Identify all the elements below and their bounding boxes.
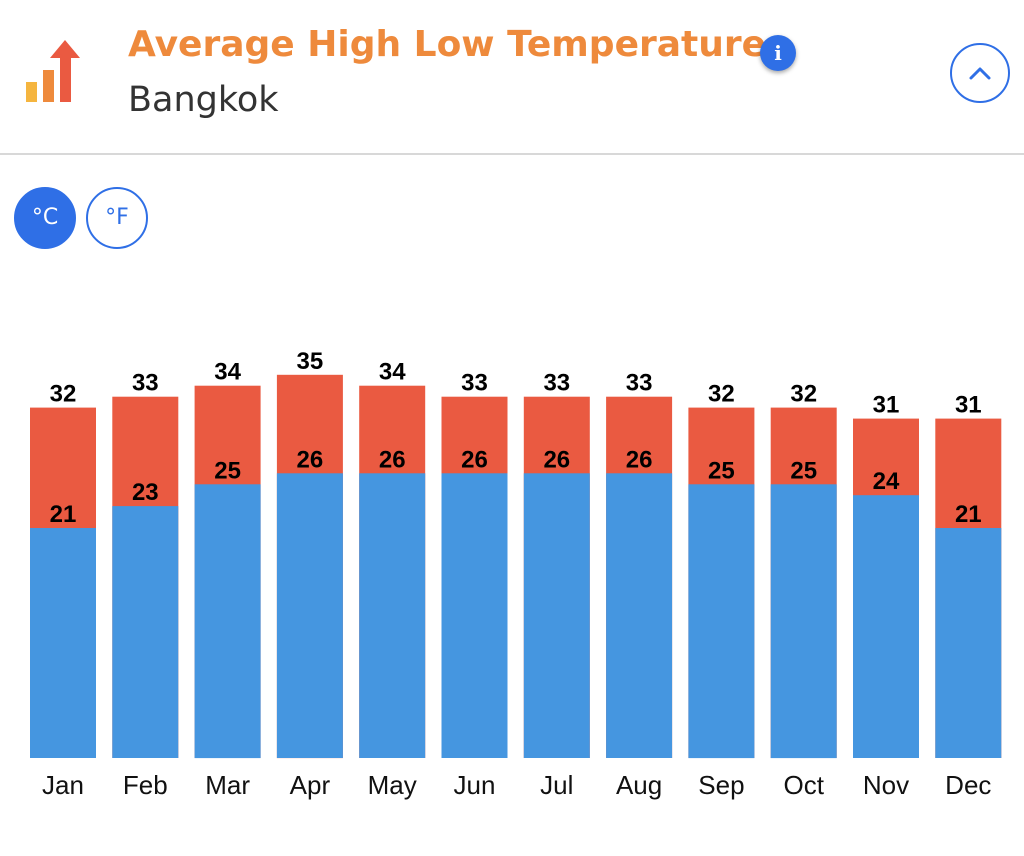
month-label-feb: Feb [123,770,168,800]
low-value-label-feb: 23 [132,479,159,506]
info-icon: i [774,41,782,65]
high-value-label-jul: 33 [543,370,570,397]
low-value-label-jun: 26 [461,446,488,473]
month-label-sep: Sep [698,770,744,800]
high-value-label-may: 34 [379,359,406,386]
low-bar-sep [688,484,755,759]
chevron-up-icon [969,67,991,80]
low-bar-dec [935,528,1002,758]
low-value-label-jul: 26 [543,446,570,473]
low-bar-oct [770,484,837,759]
low-bar-jul [523,473,590,758]
collapse-button[interactable] [950,43,1010,103]
month-label-apr: Apr [290,770,331,800]
low-bar-may [359,473,426,758]
city-name: Bangkok [128,80,279,120]
low-value-label-sep: 25 [708,457,735,484]
high-value-label-apr: 35 [297,348,324,375]
month-label-jun: Jun [454,770,496,800]
month-label-aug: Aug [616,770,662,800]
high-value-label-feb: 33 [132,370,159,397]
high-value-label-nov: 31 [873,392,900,419]
high-value-label-sep: 32 [708,381,735,408]
high-value-label-jun: 33 [461,370,488,397]
low-value-label-dec: 21 [955,501,982,528]
high-value-label-oct: 32 [790,381,817,408]
bar-chart-up-arrow-icon [26,40,80,102]
celsius-toggle[interactable]: °C [14,187,76,249]
low-value-label-may: 26 [379,446,406,473]
fahrenheit-toggle[interactable]: °F [86,187,148,249]
month-label-oct: Oct [783,770,824,800]
low-value-label-jan: 21 [50,501,77,528]
low-bar-jan [30,528,96,758]
low-bar-feb [112,506,179,758]
low-value-label-mar: 25 [214,457,241,484]
month-label-may: May [368,770,417,800]
month-label-mar: Mar [205,770,250,800]
low-bar-mar [194,484,261,759]
info-button[interactable]: i [760,35,796,71]
low-value-label-nov: 24 [873,468,900,495]
low-bar-apr [276,473,343,758]
low-bar-aug [606,473,673,758]
high-value-label-mar: 34 [214,359,241,386]
month-label-nov: Nov [863,770,909,800]
high-value-label-dec: 31 [955,392,982,419]
high-value-label-aug: 33 [626,370,653,397]
low-bar-nov [853,495,919,758]
high-value-label-jan: 32 [50,381,77,408]
low-value-label-oct: 25 [790,457,817,484]
header: Average High Low Temperature Bangkok i [0,0,1024,155]
page-title: Average High Low Temperature [128,24,767,65]
low-value-label-apr: 26 [297,446,324,473]
low-value-label-aug: 26 [626,446,653,473]
month-label-jul: Jul [540,770,573,800]
low-bar-jun [441,473,508,758]
month-label-dec: Dec [945,770,991,800]
month-label-jan: Jan [42,770,84,800]
